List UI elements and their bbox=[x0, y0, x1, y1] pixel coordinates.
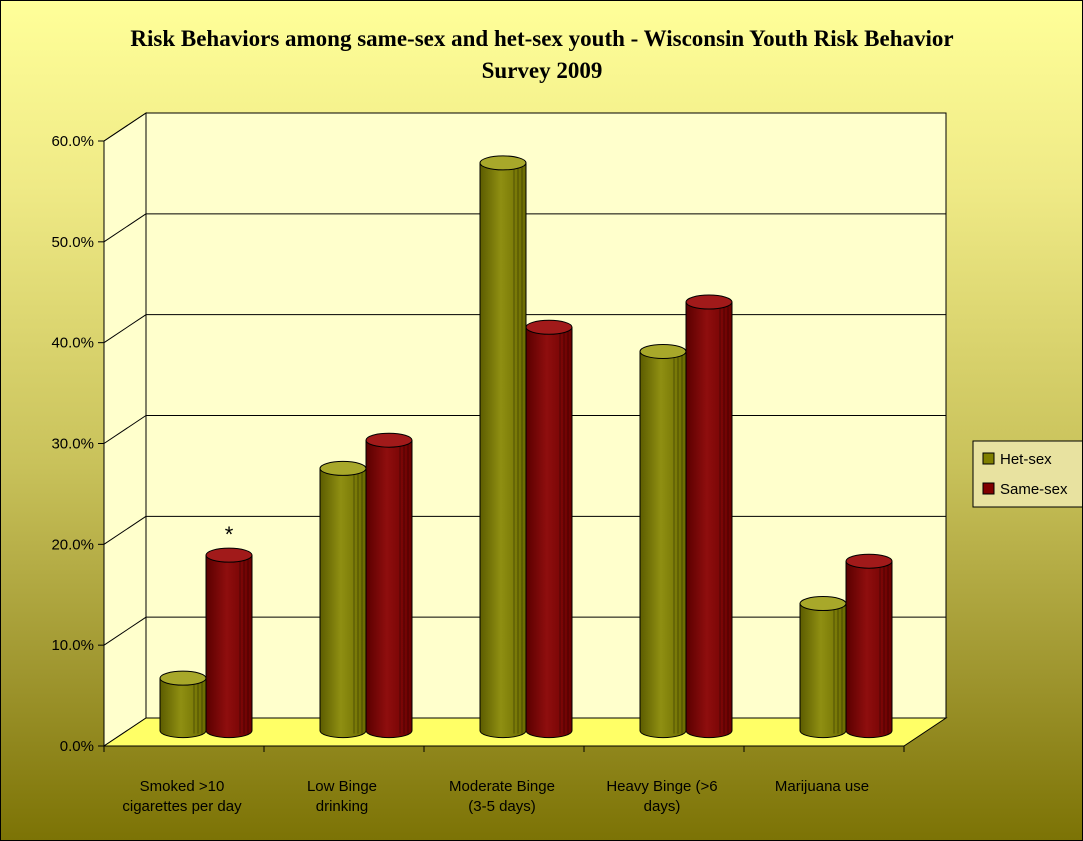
bars: * bbox=[159, 155, 893, 739]
y-tick-label: 60.0% bbox=[51, 133, 94, 150]
bar-same-sex bbox=[525, 319, 573, 739]
axis-labels: 0.0% 10.0% 20.0% 30.0% 40.0% 50.0% 60.0% Smoked… bbox=[51, 133, 905, 815]
y-tick-label: 30.0% bbox=[51, 436, 94, 453]
gridline-side bbox=[103, 112, 147, 142]
bar-same-sex bbox=[845, 553, 893, 739]
bar-het-sex-body bbox=[479, 162, 527, 739]
x-tick-label: Smoked >10 cigarettes per day bbox=[122, 778, 242, 815]
bar-same-sex-top bbox=[845, 553, 893, 569]
legend-label: Same-sex bbox=[1000, 481, 1068, 498]
bar-same-sex-top bbox=[365, 432, 413, 448]
gridline-side bbox=[103, 515, 147, 545]
chart-title-line-2: Survey 2009 bbox=[482, 58, 603, 83]
bar-het-sex-body bbox=[639, 350, 687, 739]
bar-same-sex-top bbox=[205, 547, 253, 563]
gridline-side bbox=[103, 213, 147, 243]
gridline-side bbox=[103, 314, 147, 344]
significance-marker: * bbox=[225, 522, 234, 547]
bar-same-sex-top bbox=[525, 319, 573, 335]
chart-title-line-1: Risk Behaviors among same-sex and het-se… bbox=[130, 26, 953, 51]
bar-same-sex-body bbox=[525, 326, 573, 739]
bar-het-sex-top bbox=[799, 596, 847, 612]
x-tick-label: Heavy Binge (>6 days) bbox=[606, 778, 717, 815]
bar-same-sex-top bbox=[685, 294, 733, 310]
bar-same-sex-body bbox=[365, 439, 413, 739]
x-tick-label: Low Binge drinking bbox=[307, 778, 377, 815]
bar-het-sex-top bbox=[319, 460, 367, 476]
bar-het-sex-top bbox=[479, 155, 527, 171]
legend: Het-sex Same-sex bbox=[972, 440, 1082, 508]
bar-het-sex-top bbox=[159, 670, 207, 686]
bar-same-sex bbox=[365, 432, 413, 739]
bar-het-sex-body bbox=[319, 467, 367, 739]
y-tick-label: 0.0% bbox=[60, 738, 94, 755]
bar-het-sex-body bbox=[159, 677, 207, 739]
bar-same-sex-body bbox=[685, 301, 733, 739]
x-tick-label: Moderate Binge (3-5 days) bbox=[449, 778, 555, 815]
chart-title: Risk Behaviors among same-sex and het-se… bbox=[130, 26, 953, 83]
bar-het-sex-top bbox=[639, 343, 687, 359]
bar-same-sex-body bbox=[845, 560, 893, 739]
bar-het-sex bbox=[479, 155, 527, 739]
legend-swatch-1 bbox=[982, 482, 995, 495]
bar-het-sex-body bbox=[799, 603, 847, 739]
x-tick-label: Marijuana use bbox=[775, 778, 869, 795]
bar-same-sex bbox=[205, 547, 253, 739]
bar-het-sex bbox=[319, 460, 367, 739]
y-tick-label: 40.0% bbox=[51, 335, 94, 352]
bar-het-sex bbox=[639, 343, 687, 739]
bar-het-sex bbox=[159, 670, 207, 739]
y-tick-label: 20.0% bbox=[51, 536, 94, 553]
legend-swatch-0 bbox=[982, 452, 995, 465]
gridline-side bbox=[103, 415, 147, 444]
legend-box bbox=[972, 440, 1082, 508]
bar-same-sex bbox=[685, 294, 733, 739]
legend-label: Het-sex bbox=[1000, 451, 1052, 468]
y-tick-label: 50.0% bbox=[51, 234, 94, 251]
bar-het-sex bbox=[799, 596, 847, 739]
gridline-side bbox=[103, 616, 147, 646]
y-tick-label: 10.0% bbox=[51, 637, 94, 654]
bar-same-sex-body bbox=[205, 554, 253, 739]
